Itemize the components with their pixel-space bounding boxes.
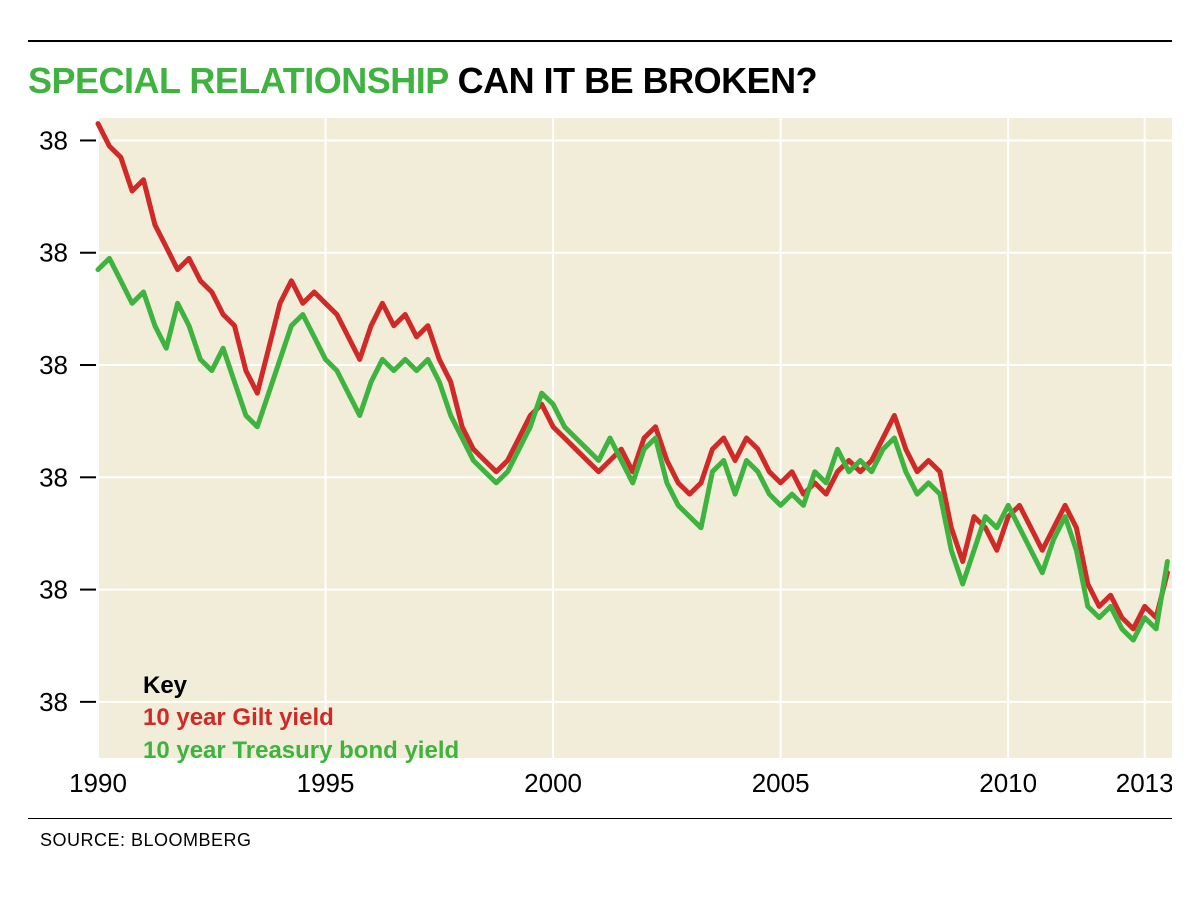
x-tick-label: 2010 bbox=[979, 768, 1037, 794]
plot-background bbox=[98, 118, 1172, 758]
x-tick-label: 2013 bbox=[1116, 768, 1172, 794]
y-tick-label: 38 bbox=[39, 125, 68, 155]
y-tick-label: 38 bbox=[39, 575, 68, 605]
x-tick-label: 2005 bbox=[752, 768, 810, 794]
legend-series2: 10 year Treasury bond yield bbox=[143, 735, 459, 767]
title-black: CAN IT BE BROKEN? bbox=[448, 60, 817, 101]
y-tick-label: 38 bbox=[39, 687, 68, 717]
chart-title: SPECIAL RELATIONSHIP CAN IT BE BROKEN? bbox=[28, 60, 817, 102]
legend: Key 10 year Gilt yield 10 year Treasury … bbox=[143, 670, 459, 767]
source-rule bbox=[28, 818, 1172, 819]
top-rule bbox=[28, 40, 1172, 42]
legend-key: Key bbox=[143, 670, 459, 702]
x-tick-label: 1990 bbox=[69, 768, 127, 794]
x-tick-label: 2000 bbox=[524, 768, 582, 794]
x-tick-label: 1995 bbox=[297, 768, 355, 794]
y-tick-label: 38 bbox=[39, 238, 68, 268]
source-text: SOURCE: BLOOMBERG bbox=[40, 830, 252, 851]
legend-series1: 10 year Gilt yield bbox=[143, 702, 459, 734]
title-green: SPECIAL RELATIONSHIP bbox=[28, 60, 448, 101]
y-tick-label: 38 bbox=[39, 350, 68, 380]
y-tick-label: 38 bbox=[39, 462, 68, 492]
chart-area: 38 38 38 38 38 38 1990 1995 2000 2005 2010 2013 Key… bbox=[28, 118, 1172, 794]
